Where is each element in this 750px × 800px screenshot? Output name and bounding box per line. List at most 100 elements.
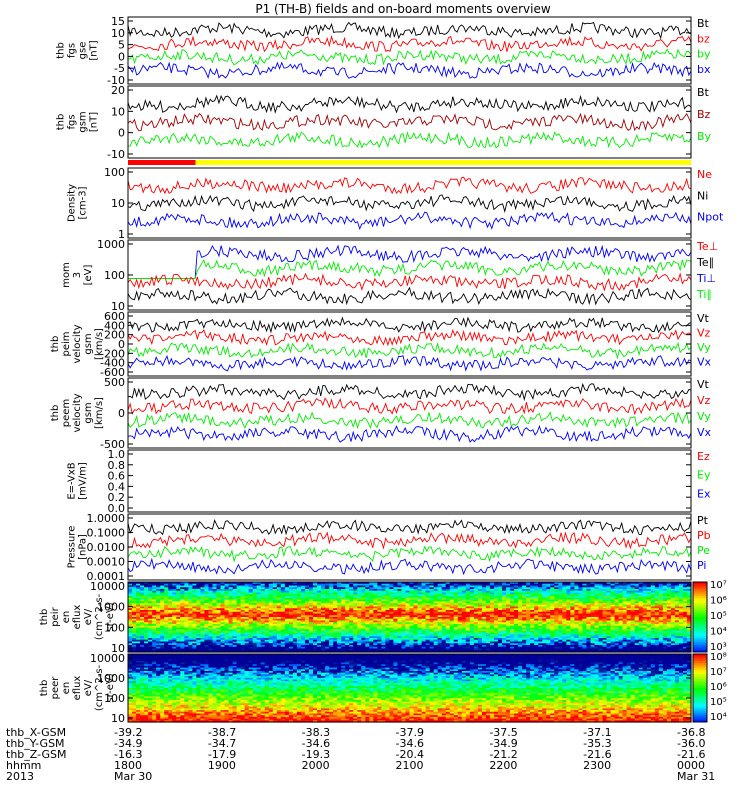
spectrogram-cell	[329, 611, 334, 615]
spectrogram-cell	[284, 613, 290, 616]
spectrogram-cell	[578, 611, 584, 615]
spectrogram-cell	[626, 583, 632, 587]
spectrogram-cell	[212, 615, 218, 618]
spectrogram-cell	[357, 608, 362, 611]
spectrogram-cell	[152, 610, 157, 613]
spectrogram-cell	[405, 592, 411, 595]
spectrogram-cell	[429, 594, 435, 597]
spectrogram-cell	[200, 592, 206, 595]
spectrogram-cell	[445, 585, 451, 588]
spectrogram-cell	[425, 597, 431, 601]
spectrogram-cell	[489, 613, 495, 616]
spectrogram-cell	[164, 617, 169, 620]
spectrogram-cell	[268, 585, 274, 588]
spectrogram-cell	[325, 617, 330, 620]
spectrogram-cell	[192, 596, 197, 599]
spectrogram-cell	[542, 597, 547, 601]
spectrogram-cell	[401, 587, 407, 590]
spectrogram-cell	[542, 603, 547, 606]
spectrogram-cell	[522, 615, 527, 618]
spectrogram-cell	[650, 583, 656, 587]
spectrogram-cell	[349, 582, 354, 585]
spectrogram-cell	[453, 587, 459, 590]
spectrogram-cell	[349, 590, 354, 594]
spectrogram-cell	[312, 610, 318, 613]
spectrogram-cell	[501, 606, 507, 609]
spectrogram-cell	[284, 585, 290, 588]
spectrogram-cell	[256, 613, 262, 616]
spectrogram-cell	[377, 587, 382, 590]
spectrogram-cell	[276, 596, 282, 599]
spectrogram-cell	[357, 610, 362, 613]
spectrogram-cell	[369, 596, 374, 599]
spectrogram-cell	[437, 606, 443, 609]
spectrogram-cell	[329, 603, 334, 606]
spectrogram-cell	[674, 592, 680, 595]
spectrogram-cell	[401, 590, 407, 594]
spectrogram-cell	[216, 617, 222, 620]
spectrogram-cell	[473, 596, 479, 599]
spectrogram-cell	[678, 594, 684, 597]
spectrogram-cell	[614, 592, 620, 595]
spectrogram-cell	[132, 599, 137, 602]
spectrogram-cell	[590, 599, 596, 602]
spectrogram-cell	[345, 603, 350, 606]
spectrogram-cell	[164, 610, 169, 613]
spectrogram-cell	[618, 603, 624, 606]
spectrogram-cell	[369, 599, 374, 602]
spectrogram-cell	[538, 615, 543, 618]
spectrogram-cell	[578, 617, 584, 620]
spectrogram-cell	[630, 611, 636, 615]
spectrogram-cell	[304, 617, 310, 620]
spectrogram-cell	[630, 599, 636, 602]
spectrogram-cell	[506, 613, 511, 616]
spectrogram-cell	[449, 594, 455, 597]
spectrogram-cell	[526, 604, 531, 608]
spectrogram-cell	[497, 587, 503, 590]
spectrogram-cell	[650, 582, 656, 585]
spectrogram-cell	[666, 613, 672, 616]
spectrogram-cell	[349, 596, 354, 599]
spectrogram-cell	[349, 611, 354, 615]
spectrogram-cell	[341, 599, 346, 602]
spectrogram-cell	[168, 604, 173, 608]
spectrogram-cell	[224, 617, 230, 620]
spectrogram-cell	[489, 601, 495, 604]
spectrogram-cell	[630, 597, 636, 601]
spectrogram-cell	[304, 611, 310, 615]
spectrogram-cell	[321, 608, 326, 611]
spectrogram-cell	[216, 590, 222, 594]
spectrogram-cell	[586, 590, 592, 594]
spectrogram-cell	[292, 589, 298, 592]
spectrogram-cell	[566, 594, 571, 597]
spectrogram-cell	[353, 606, 358, 609]
spectrogram-cell	[574, 589, 579, 592]
spectrogram-cell	[401, 585, 407, 588]
spectrogram-cell	[276, 589, 282, 592]
spectrogram-cell	[321, 610, 326, 613]
spectrogram-cell	[244, 608, 250, 611]
spectrogram-cell	[674, 615, 680, 618]
spectrogram-cell	[176, 599, 181, 602]
spectrogram-cell	[317, 596, 322, 599]
spectrogram-cell	[357, 582, 362, 585]
spectrogram-cell	[296, 590, 302, 594]
spectrogram-cell	[618, 589, 624, 592]
spectrogram-cell	[441, 592, 447, 595]
spectrogram-cell	[449, 601, 455, 604]
spectrogram-cell	[357, 592, 362, 595]
spectrogram-cell	[140, 594, 145, 597]
spectrogram-cell	[312, 601, 318, 604]
spectrogram-cell	[582, 606, 588, 609]
spectrogram-cell	[497, 601, 503, 604]
spectrogram-cell	[280, 582, 286, 585]
spectrogram-cell	[361, 608, 366, 611]
spectrogram-cell	[325, 592, 330, 595]
spectrogram-cell	[614, 610, 620, 613]
spectrogram-cell	[417, 592, 423, 595]
y-axis-label-line: thb	[56, 114, 67, 131]
spectrogram-cell	[220, 603, 226, 606]
spectrogram-cell	[192, 589, 197, 592]
spectrogram-cell	[212, 603, 218, 606]
